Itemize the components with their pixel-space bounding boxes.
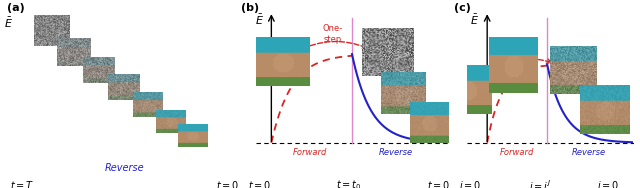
Text: $\bar{E}$: $\bar{E}$: [255, 13, 264, 27]
Text: $t = T$: $t = T$: [10, 179, 35, 188]
Text: $i = i_0^J$: $i = i_0^J$: [529, 179, 552, 188]
Text: Reverse: Reverse: [105, 163, 145, 173]
Text: One-
step: One- step: [323, 24, 343, 44]
Text: (b): (b): [241, 3, 259, 13]
Text: Forward: Forward: [500, 149, 534, 157]
Text: $t = 0$: $t = 0$: [248, 179, 271, 188]
Text: $i = 0$: $i = 0$: [460, 179, 481, 188]
Text: Reverse: Reverse: [572, 149, 605, 157]
Text: (c): (c): [454, 3, 471, 13]
Text: $\bar{E}$: $\bar{E}$: [470, 13, 479, 27]
Text: $i = 0$: $i = 0$: [597, 179, 619, 188]
Text: (a): (a): [6, 3, 24, 13]
Text: $\bar{E}$: $\bar{E}$: [4, 16, 13, 30]
Text: $t = 0$: $t = 0$: [427, 179, 450, 188]
Text: Forward: Forward: [292, 149, 327, 157]
Text: $t = 0$: $t = 0$: [216, 179, 239, 188]
Text: One-
step: One- step: [517, 39, 537, 58]
Text: $t = t_0$: $t = t_0$: [336, 179, 362, 188]
Text: Reverse: Reverse: [379, 149, 413, 157]
